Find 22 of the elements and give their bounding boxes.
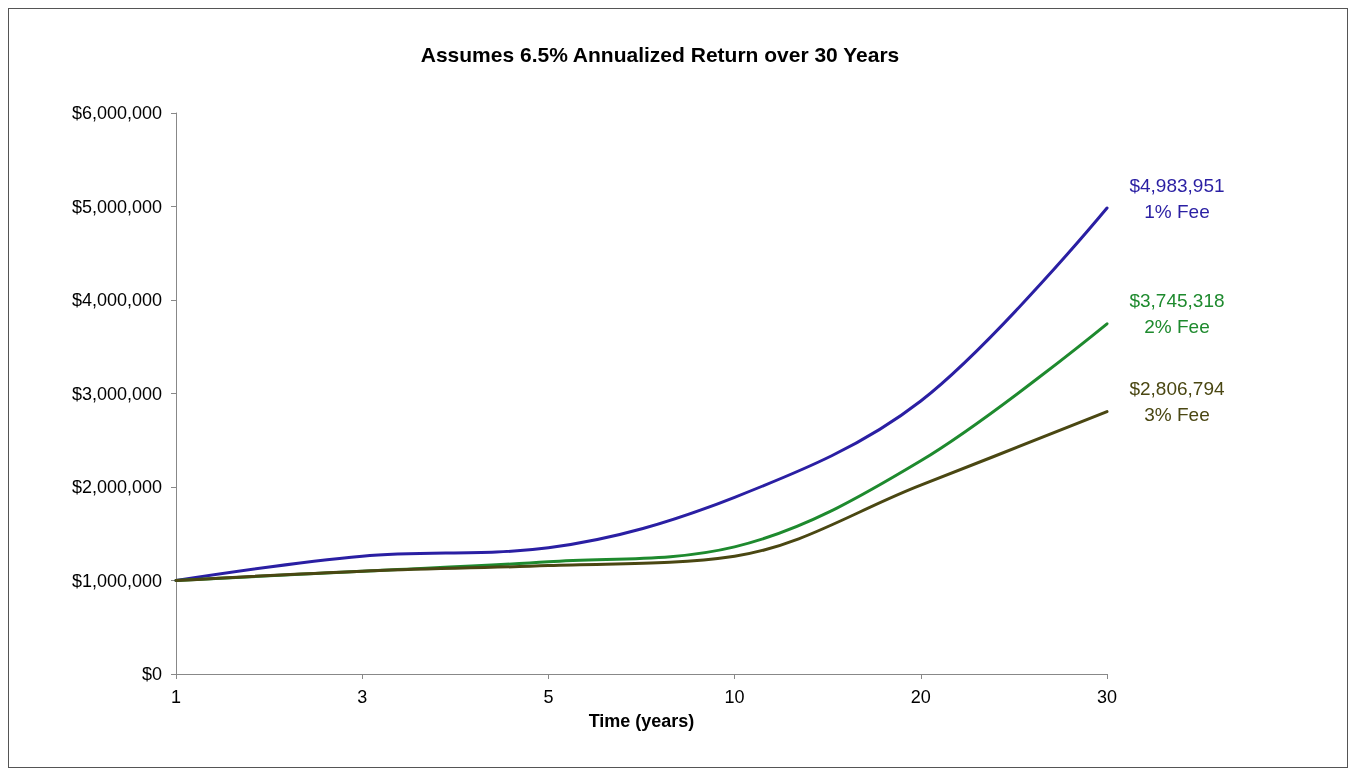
- data-label: $3,745,318: [1129, 290, 1225, 312]
- y-tick-label: $6,000,000: [71, 103, 162, 123]
- series-label: 1% Fee: [1144, 200, 1210, 222]
- y-tick-label: $1,000,000: [71, 570, 162, 591]
- x-tick-label: 20: [910, 687, 931, 707]
- x-tick-label: 3: [357, 687, 368, 707]
- data-label: $4,983,951: [1129, 174, 1225, 196]
- x-tick-label: 10: [724, 687, 745, 707]
- y-tick-label: $3,000,000: [71, 383, 162, 404]
- series-label: 3% Fee: [1144, 404, 1210, 426]
- line-series: [174, 410, 1109, 582]
- y-tick-label: $4,000,000: [71, 290, 162, 310]
- y-tick-label: $2,000,000: [71, 477, 162, 497]
- y-tick-label: $5,000,000: [71, 196, 162, 217]
- x-tick-label: 5: [543, 687, 554, 707]
- y-tick-label: $0: [141, 664, 162, 684]
- x-tick-label: 30: [1096, 687, 1118, 707]
- chart-title: Assumes 6.5% Annualized Return over 30 Years: [420, 43, 900, 66]
- x-axis-title: Time (years): [588, 711, 695, 731]
- series-label: 2% Fee: [1144, 316, 1210, 338]
- x-tick-label: 1: [170, 687, 182, 707]
- data-label: $2,806,794: [1129, 378, 1225, 400]
